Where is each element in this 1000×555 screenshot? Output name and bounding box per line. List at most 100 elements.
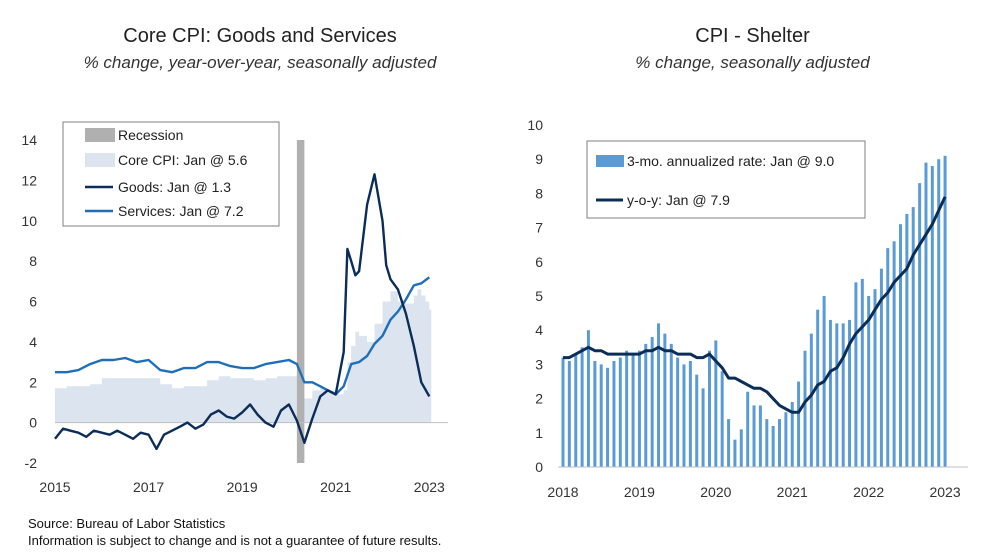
shelter-bar — [727, 419, 731, 467]
legend-label-line: y-o-y: Jan @ 7.9 — [627, 192, 730, 208]
shelter-bar — [784, 412, 788, 467]
x-tick-label: 2015 — [39, 479, 70, 495]
shelter-bar — [943, 155, 947, 467]
shelter-bar — [899, 224, 903, 467]
shelter-bar — [574, 354, 578, 467]
y-tick-label: 6 — [535, 254, 543, 270]
legend-swatch-bars — [596, 155, 624, 167]
shelter-bar — [777, 419, 781, 467]
right-chart-title: CPI - Shelter — [695, 25, 810, 47]
shelter-bar — [937, 159, 941, 467]
y-tick-label: 14 — [21, 132, 37, 148]
shelter-bar — [892, 241, 896, 467]
legend-label-bars: 3-mo. annualized rate: Jan @ 9.0 — [627, 153, 834, 169]
shelter-bar — [561, 357, 565, 467]
x-tick-label: 2021 — [777, 484, 808, 500]
shelter-bar — [848, 319, 852, 467]
legend-swatch-core — [85, 153, 115, 167]
shelter-bar — [752, 405, 756, 467]
services-line — [55, 276, 431, 396]
shelter-bar — [771, 425, 775, 467]
x-tick-label: 2019 — [227, 479, 258, 495]
y-tick-label: 5 — [535, 288, 543, 304]
shelter-bar — [733, 439, 737, 467]
right-chart-subtitle: % change, seasonally adjusted — [635, 53, 870, 72]
x-tick-label: 2017 — [133, 479, 164, 495]
x-tick-label: 2021 — [320, 479, 351, 495]
shelter-bar — [650, 337, 654, 467]
shelter-bar — [618, 357, 622, 467]
shelter-bar — [930, 166, 934, 468]
goods-line — [54, 173, 431, 451]
legend-label-goods: Goods: Jan @ 1.3 — [118, 179, 231, 195]
legend-label-core: Core CPI: Jan @ 5.6 — [118, 152, 248, 168]
y-tick-label: 6 — [29, 294, 37, 310]
legend-label-services: Services: Jan @ 7.2 — [118, 203, 244, 219]
shelter-bar — [886, 248, 890, 467]
left-chart-subtitle: % change, year-over-year, seasonally adj… — [83, 53, 437, 72]
shelter-bar — [676, 357, 680, 467]
shelter-bar — [854, 282, 858, 467]
y-tick-label: 2 — [29, 374, 37, 390]
shelter-bar — [746, 391, 750, 467]
y-tick-label: 3 — [535, 356, 543, 372]
y-tick-label: 2 — [535, 391, 543, 407]
shelter-bar — [867, 296, 871, 467]
legend-label-recession: Recession — [118, 127, 183, 143]
x-tick-label: 2023 — [414, 479, 445, 495]
y-tick-label: 12 — [21, 172, 37, 188]
y-tick-label: 4 — [535, 322, 543, 338]
shelter-bar — [797, 381, 801, 467]
shelter-bar — [593, 360, 597, 467]
left-chart-title: Core CPI: Goods and Services — [123, 25, 397, 47]
shelter-bar — [586, 330, 590, 467]
shelter-bar — [631, 354, 635, 467]
shelter-bar — [567, 360, 571, 467]
legend-box — [586, 140, 866, 219]
y-tick-label: 10 — [21, 213, 37, 229]
shelter-bar — [905, 213, 909, 467]
shelter-bar — [663, 333, 667, 467]
shelter-bar — [816, 309, 820, 467]
shelter-bar — [841, 323, 845, 467]
shelter-bar — [873, 289, 877, 467]
y-tick-label: 1 — [535, 425, 543, 441]
x-tick-label: 2019 — [624, 484, 655, 500]
shelter-bar — [657, 323, 661, 467]
legend-swatch-recession — [85, 128, 115, 142]
shelter-bar — [606, 367, 610, 467]
x-tick-label: 2018 — [547, 484, 578, 500]
shelter-bar — [758, 405, 762, 467]
left-chart: -2 0 2 4 6 8 10 12 14 2015 2017 2019 2021 2023 Recessi… — [21, 121, 448, 495]
right-chart: 0 1 2 3 4 5 6 7 8 9 10 2018 2019 2020 2021 2022 2023 3-mo… — [527, 117, 968, 500]
shelter-bar — [860, 278, 864, 467]
x-tick-label: 2022 — [853, 484, 884, 500]
shelter-bar — [644, 343, 648, 467]
shelter-bar — [701, 388, 705, 467]
shelter-bar — [809, 333, 813, 467]
shelter-bar — [637, 350, 641, 467]
yoy-line — [563, 196, 947, 414]
shelter-bar — [599, 364, 603, 467]
y-tick-label: -2 — [25, 455, 38, 471]
shelter-bar — [790, 402, 794, 467]
disclaimer-note: Information is subject to change and is … — [28, 533, 442, 548]
shelter-bar — [625, 350, 629, 467]
y-tick-label: 9 — [535, 151, 543, 167]
shelter-bar — [714, 340, 718, 467]
y-tick-label: 8 — [29, 253, 37, 269]
y-tick-label: 8 — [535, 185, 543, 201]
y-tick-label: 4 — [29, 334, 37, 350]
x-tick-label: 2020 — [700, 484, 731, 500]
recession-band — [296, 140, 305, 463]
shelter-bar — [669, 343, 673, 467]
shelter-bar — [720, 371, 724, 467]
shelter-bar — [695, 374, 699, 467]
shelter-bar — [911, 207, 915, 467]
shelter-bar — [828, 319, 832, 467]
shelter-bar — [707, 350, 711, 467]
y-tick-label: 7 — [535, 220, 543, 236]
shelter-bar — [580, 347, 584, 467]
source-note: Source: Bureau of Labor Statistics — [28, 516, 226, 531]
